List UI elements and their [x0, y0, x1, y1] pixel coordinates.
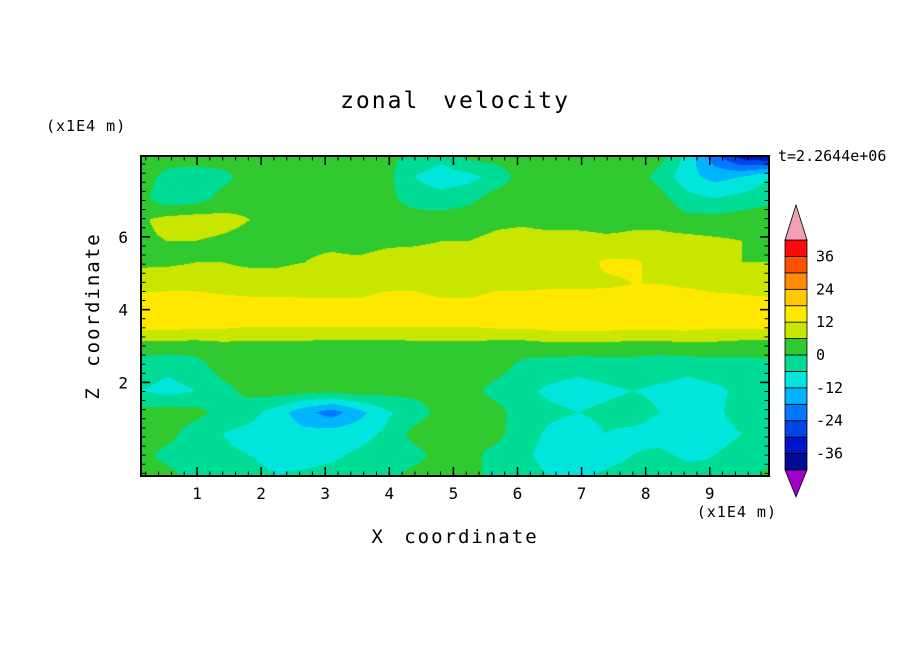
colorbar-cell: [784, 305, 808, 323]
colorbar: 36 24 12 0 -12 -24 -36: [784, 203, 843, 499]
x-tick-label: 3: [320, 484, 330, 503]
plot-border: [140, 155, 770, 477]
x-axis-unit-label: (x1E4 m): [696, 503, 777, 521]
colorbar-cell: [784, 453, 808, 471]
colorbar-cell: [784, 239, 808, 257]
colorbar-tick-label: -36: [816, 445, 843, 463]
y-tick-label: 6: [118, 228, 128, 247]
colorbar-tick-label: -24: [816, 412, 843, 430]
contour-canvas: [140, 155, 770, 477]
colorbar-tick-label: 24: [816, 280, 834, 298]
plot-frame: 1 2 3 4 5 6 7 8 9 2 4 6: [118, 155, 770, 503]
x-tick-label: 2: [256, 484, 266, 503]
colorbar-over-arrow: [784, 203, 808, 241]
y-axis-title: Z coordinate: [82, 232, 104, 400]
colorbar-cell: [784, 272, 808, 290]
colorbar-cell: [784, 387, 808, 405]
x-tick-label: 6: [513, 484, 523, 503]
colorbar-under-arrow: [784, 469, 808, 499]
colorbar-tick-label: -12: [816, 379, 843, 397]
x-tick-label: 5: [449, 484, 459, 503]
colorbar-cell: [784, 321, 808, 339]
colorbar-tick-label: 36: [816, 247, 834, 265]
colorbar-cell: [784, 371, 808, 389]
x-tick-label: 4: [384, 484, 394, 503]
x-tick-label: 9: [705, 484, 715, 503]
colorbar-cell: [784, 436, 808, 454]
colorbar-cell: [784, 256, 808, 274]
time-annotation: t=2.2644e+06: [778, 147, 887, 165]
colorbar-cell: [784, 338, 808, 356]
colorbar-tick-label: 12: [816, 313, 834, 331]
y-tick-label: 2: [118, 373, 128, 392]
x-axis-title: X coordinate: [371, 526, 539, 548]
y-tick-label: 4: [118, 301, 128, 320]
colorbar-tick-label: 0: [816, 346, 825, 364]
colorbar-cell: [784, 354, 808, 372]
x-tick-label: 7: [577, 484, 587, 503]
colorbar-cell: [784, 403, 808, 422]
colorbar-cell: [784, 288, 808, 307]
x-tick-label: 8: [641, 484, 651, 503]
y-axis-unit-label: (x1E4 m): [46, 117, 127, 135]
x-tick-label: 1: [192, 484, 202, 503]
plot-title: zonal velocity: [340, 88, 570, 114]
colorbar-cell: [784, 420, 808, 438]
